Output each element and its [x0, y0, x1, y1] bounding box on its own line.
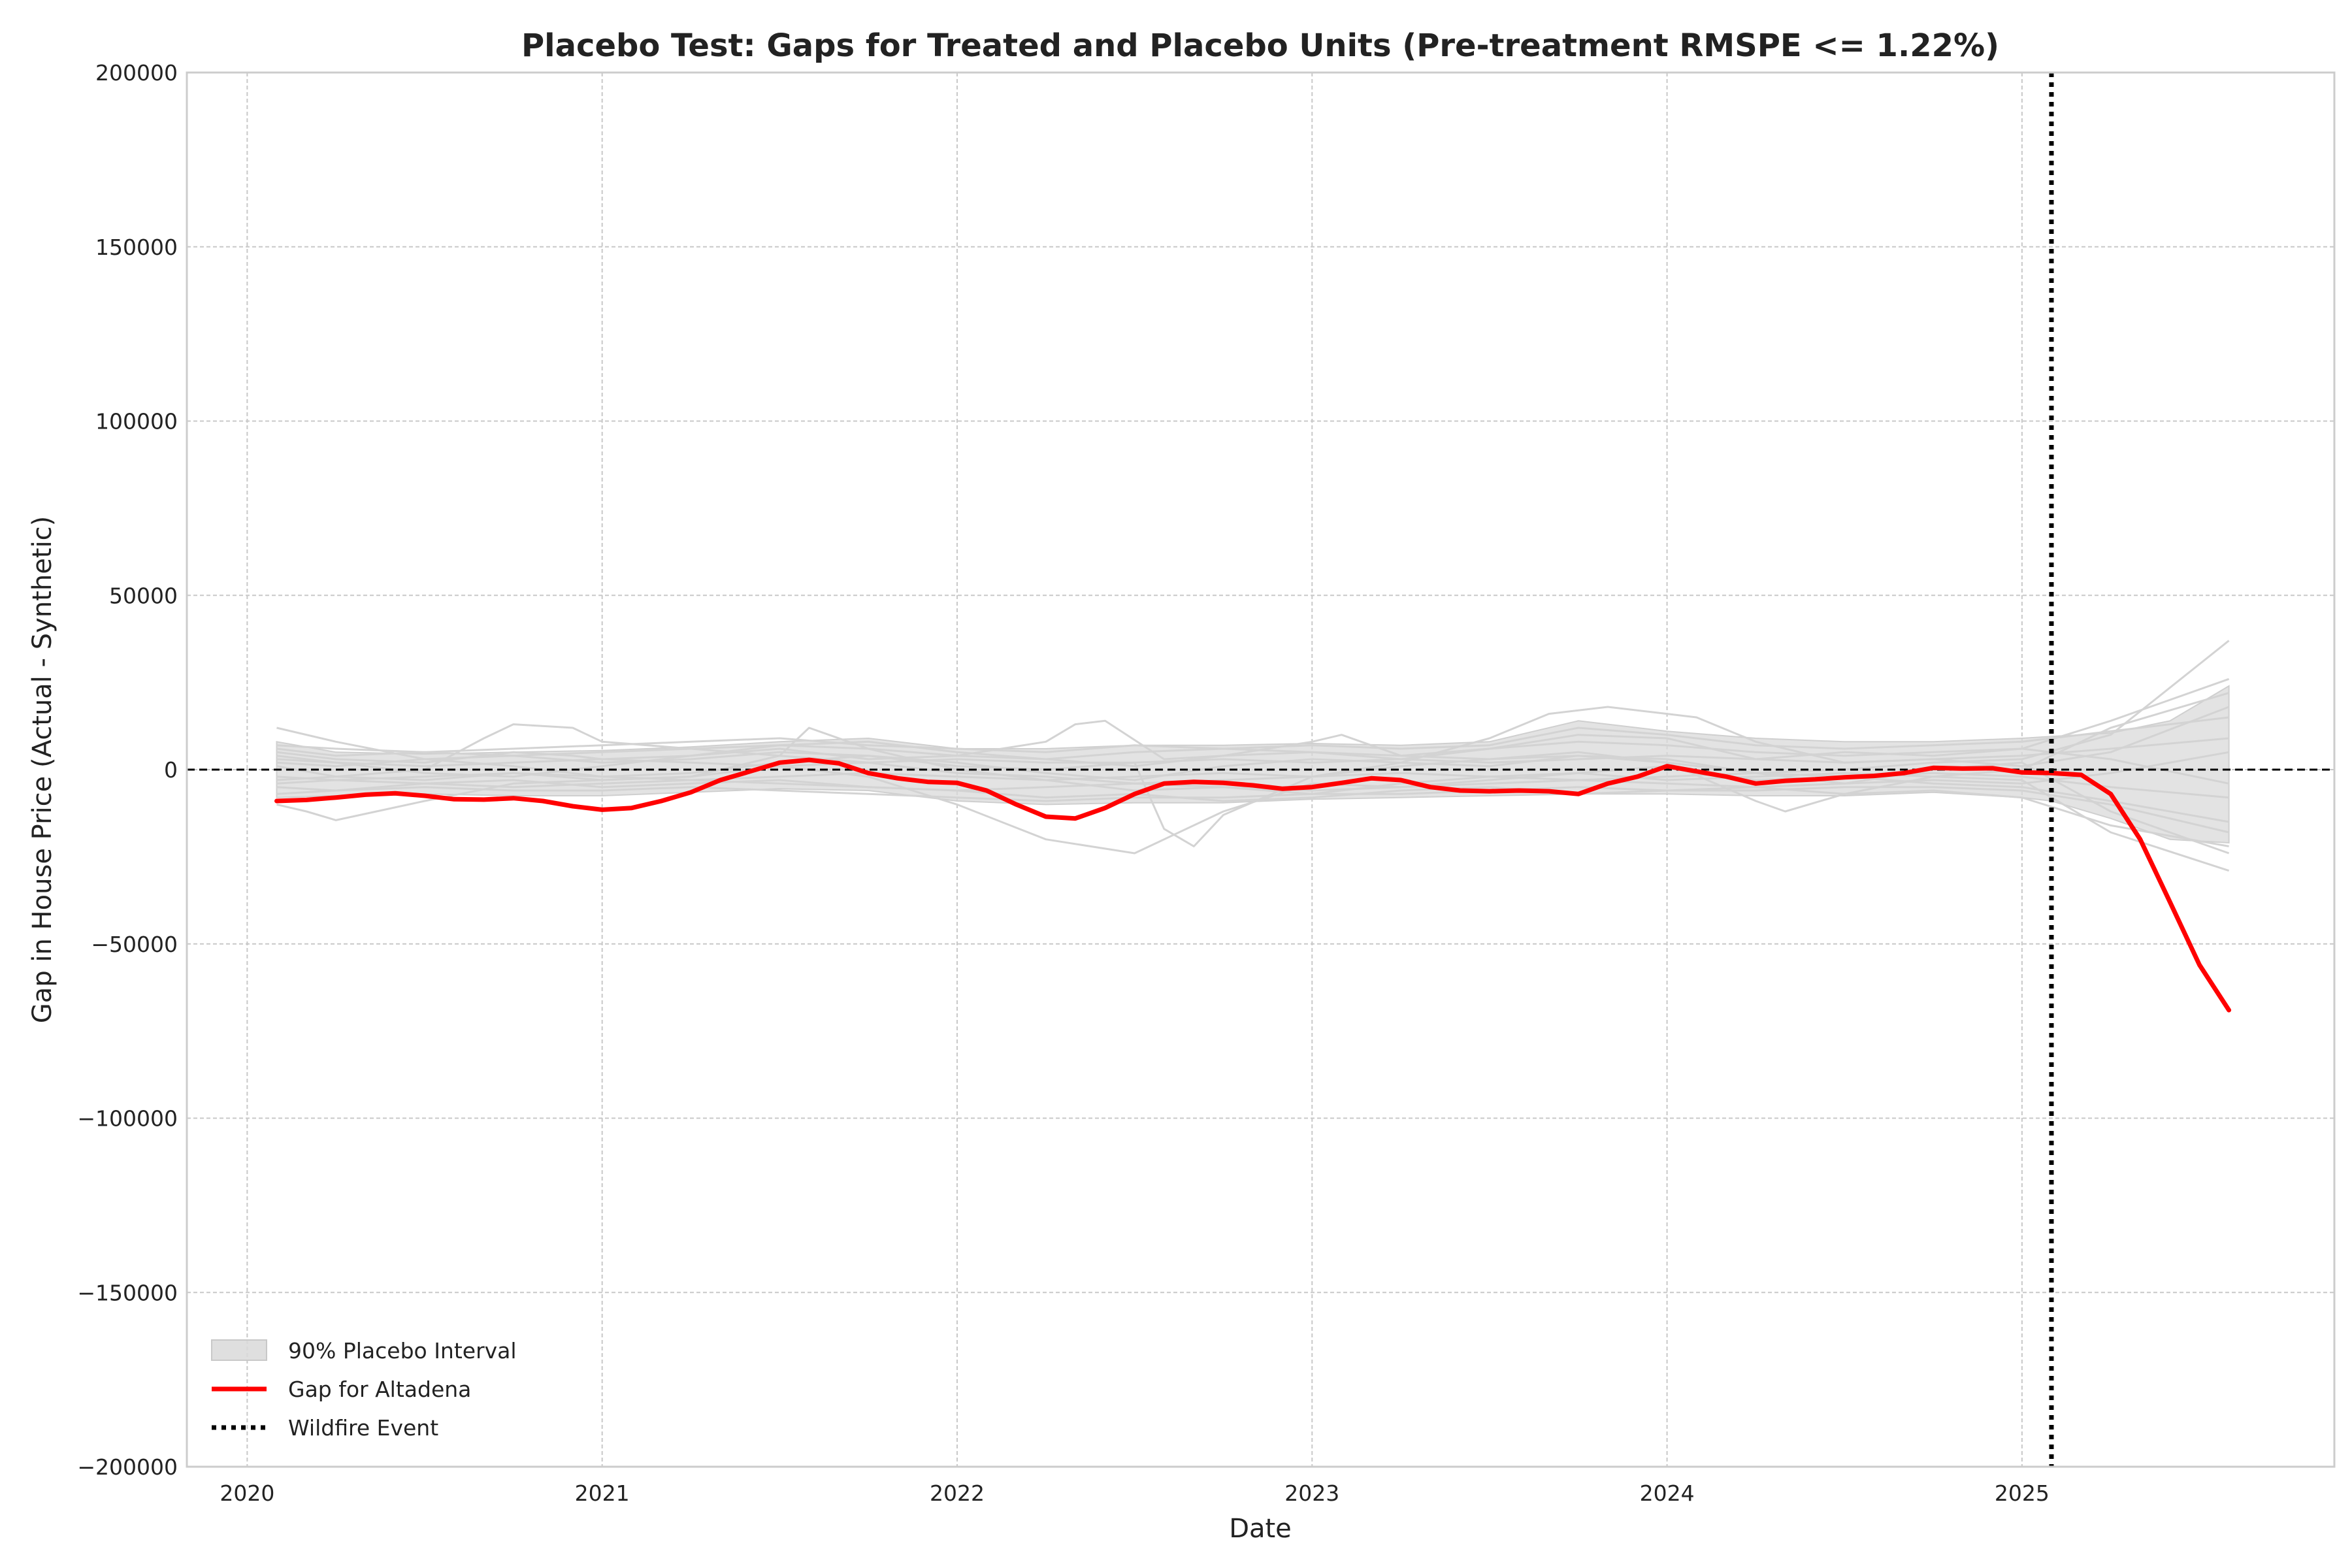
x-axis-label: Date	[1229, 1514, 1292, 1544]
legend-label-band: 90% Placebo Interval	[288, 1338, 517, 1364]
y-tick-label: −50000	[91, 932, 178, 957]
plot-frame	[186, 71, 2336, 1468]
x-axis-ticks: 2020 2021 2022 2023 2024 2025	[220, 1480, 2050, 1506]
placebo-line-1	[276, 640, 2230, 781]
legend-label-event: Wildfire Event	[288, 1415, 438, 1441]
placebo-line-13	[276, 740, 2229, 785]
y-tick-label: 50000	[109, 583, 178, 608]
x-tick-label: 2022	[930, 1480, 985, 1506]
x-tick-label: 2021	[575, 1480, 630, 1506]
y-tick-label: −100000	[77, 1106, 178, 1132]
placebo-line-11	[276, 737, 2229, 768]
y-tick-label: 200000	[95, 60, 178, 86]
x-tick-label: 2024	[1640, 1480, 1695, 1506]
x-tick-label: 2023	[1284, 1480, 1339, 1506]
y-tick-label: 150000	[95, 235, 178, 260]
y-tick-label: 100000	[95, 409, 178, 434]
legend-swatch-band	[211, 1339, 267, 1361]
legend-label-treated: Gap for Altadena	[288, 1377, 471, 1402]
placebo-lines	[276, 640, 2230, 872]
placebo-line-3	[276, 678, 2230, 764]
y-axis-ticks: 200000 150000 100000 50000 0 −50000 −100000 −15…	[77, 60, 178, 1480]
x-tick-label: 2020	[220, 1480, 274, 1506]
y-tick-label: 0	[164, 757, 178, 783]
x-tick-label: 2025	[1995, 1480, 2050, 1506]
chart-title: Placebo Test: Gaps for Treated and Place…	[521, 27, 1999, 64]
plot-content	[187, 73, 2334, 1467]
y-axis-label: Gap in House Price (Actual - Synthetic)	[27, 516, 57, 1023]
placebo-line-5	[276, 706, 2230, 785]
y-tick-label: −150000	[77, 1280, 178, 1305]
y-tick-label: −200000	[77, 1454, 178, 1480]
placebo-line-10	[276, 786, 2229, 834]
treated-gap-line	[274, 757, 2232, 1013]
placebo-line-14	[276, 751, 2229, 792]
legend: 90% Placebo Interval Gap for Altadena Wi…	[211, 1338, 517, 1441]
